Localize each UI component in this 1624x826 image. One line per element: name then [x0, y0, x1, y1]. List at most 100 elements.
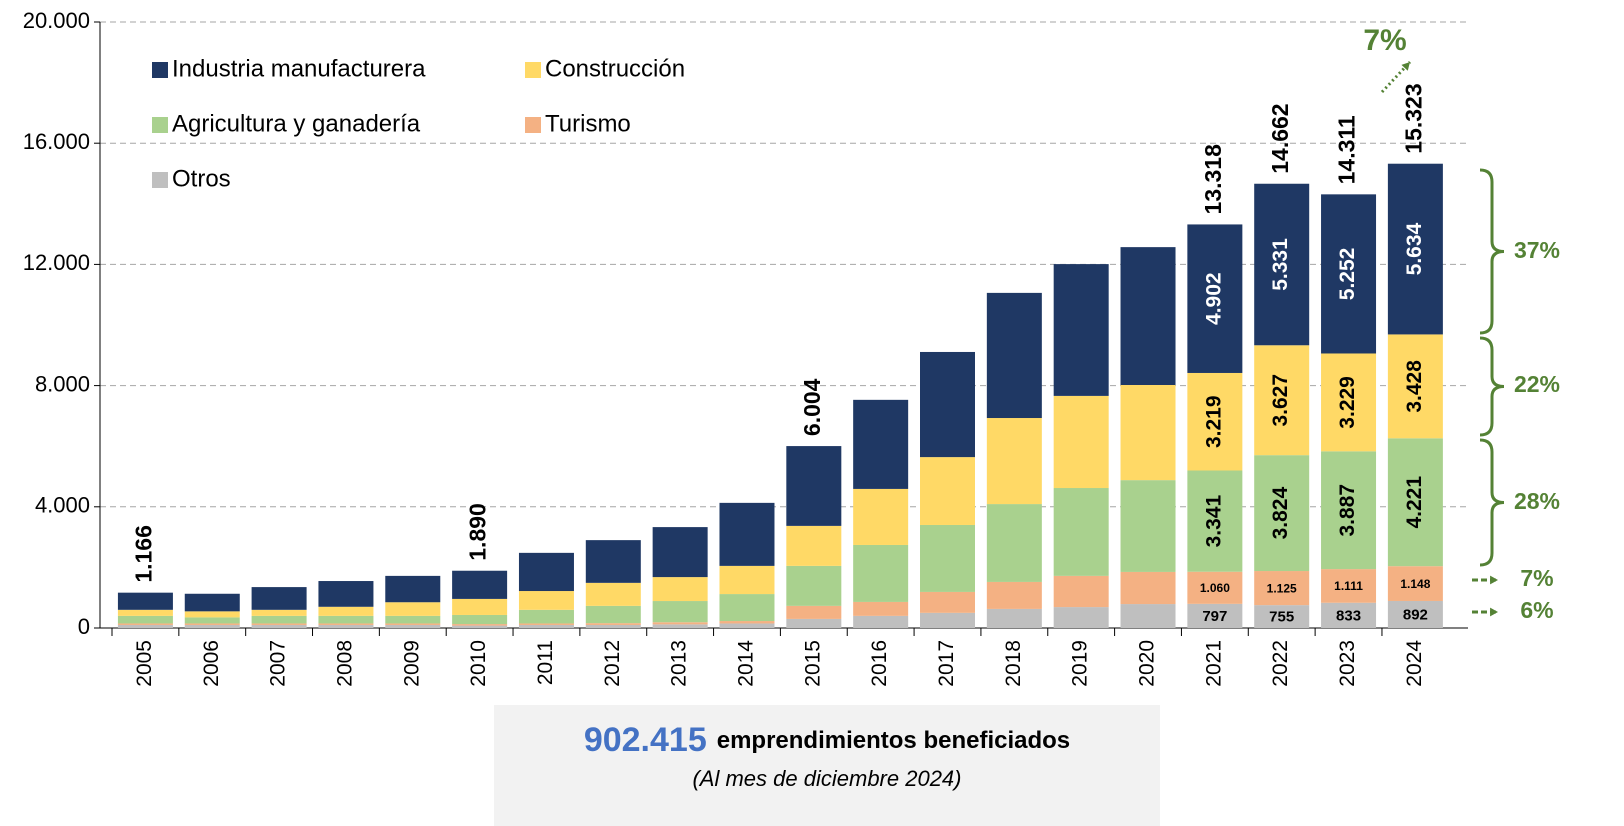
- bar-segment: [118, 593, 173, 610]
- bar-segment: [653, 601, 708, 622]
- bar-segment: [920, 352, 975, 457]
- total-label: 1.166: [130, 525, 156, 583]
- arrow-head: [1490, 608, 1498, 617]
- bar-segment: [452, 599, 507, 615]
- y-tick-label: 0: [78, 614, 90, 639]
- value-label: 3.824: [1269, 487, 1292, 540]
- y-tick-label: 20.000: [23, 8, 90, 33]
- legend-swatch: [525, 117, 541, 133]
- x-tick-label: 2022: [1269, 640, 1292, 687]
- bar-segment: [1121, 572, 1176, 604]
- value-label: 1.125: [1267, 581, 1297, 595]
- bar-segment: [519, 591, 574, 610]
- bar-segment: [185, 611, 240, 617]
- bar-segment: [653, 622, 708, 624]
- bar-segment: [1054, 607, 1109, 628]
- bar-segment: [318, 623, 373, 625]
- bar-segment: [318, 625, 373, 628]
- x-tick-label: 2016: [868, 640, 891, 687]
- x-tick-label: 2023: [1336, 640, 1359, 687]
- bar-segment: [452, 626, 507, 628]
- x-tick-label: 2015: [801, 640, 824, 687]
- bar-segment: [987, 582, 1042, 609]
- bar-segment: [853, 616, 908, 628]
- bar-segment: [987, 504, 1042, 582]
- y-tick-label: 12.000: [23, 250, 90, 275]
- bar-segment: [586, 606, 641, 623]
- total-label: 6.004: [799, 378, 825, 436]
- x-tick-label: 2011: [534, 640, 557, 685]
- bar-segment: [586, 623, 641, 625]
- bar-segment: [118, 616, 173, 624]
- bar-segment: [719, 594, 774, 621]
- bar-segment: [252, 587, 307, 610]
- bar-segment: [920, 525, 975, 592]
- y-tick-label: 16.000: [23, 129, 90, 154]
- brace: [1480, 170, 1504, 333]
- value-label: 3.428: [1403, 360, 1426, 413]
- bar-segment: [519, 623, 574, 625]
- x-tick-label: 2010: [467, 640, 490, 687]
- bar-segment: [586, 583, 641, 606]
- bar-segment: [452, 624, 507, 626]
- annotation: 22%: [1514, 371, 1560, 397]
- value-label: 3.229: [1336, 376, 1359, 429]
- annotation: 7%: [1520, 565, 1553, 591]
- bar-segment: [653, 527, 708, 577]
- value-label: 797: [1202, 608, 1227, 625]
- bar-segment: [452, 615, 507, 624]
- value-label: 3.887: [1336, 484, 1359, 537]
- bar-segment: [653, 624, 708, 628]
- footer-note: (Al mes de diciembre 2024): [692, 766, 961, 791]
- value-label: 3.219: [1202, 395, 1225, 448]
- bar-segment: [920, 457, 975, 525]
- bar-segment: [519, 553, 574, 591]
- x-tick-label: 2009: [400, 640, 423, 687]
- x-tick-label: 2012: [601, 640, 624, 687]
- total-label: 14.662: [1267, 103, 1293, 173]
- brace: [1480, 440, 1504, 565]
- legend-label: Otros: [172, 165, 231, 192]
- value-label: 1.111: [1334, 579, 1363, 593]
- bar-segment: [786, 446, 841, 526]
- annotation: 37%: [1514, 237, 1560, 263]
- value-label: 755: [1269, 609, 1294, 626]
- value-label: 3.627: [1269, 374, 1292, 427]
- bar-segment: [318, 607, 373, 616]
- bar-segment: [385, 576, 440, 602]
- x-tick-label: 2017: [935, 640, 958, 687]
- legend-swatch: [525, 62, 541, 78]
- bar-segment: [786, 606, 841, 619]
- annotation: 6%: [1520, 597, 1553, 623]
- bar-segment: [987, 418, 1042, 504]
- x-tick-label: 2020: [1136, 640, 1159, 687]
- bar-segment: [519, 625, 574, 628]
- bar-segment: [185, 623, 240, 625]
- bar-segment: [318, 616, 373, 624]
- bar-segment: [653, 577, 708, 601]
- y-tick-label: 8.000: [35, 371, 90, 396]
- bar-segment: [586, 625, 641, 628]
- legend-label: Turismo: [545, 110, 631, 137]
- bar-segment: [385, 623, 440, 625]
- bar-segment: [1054, 396, 1109, 488]
- bar-segment: [385, 616, 440, 624]
- bar-segment: [1054, 264, 1109, 396]
- bar-segment: [185, 617, 240, 623]
- bar-segment: [252, 625, 307, 628]
- legend-label: Agricultura y ganadería: [172, 110, 421, 137]
- x-tick-label: 2006: [200, 640, 223, 687]
- bar-segment: [920, 613, 975, 628]
- bar-segment: [786, 566, 841, 606]
- value-label: 5.331: [1269, 238, 1292, 291]
- bar-segment: [1121, 604, 1176, 628]
- bar-segment: [252, 623, 307, 625]
- bar-segment: [385, 625, 440, 628]
- bar-segment: [185, 594, 240, 612]
- value-label: 833: [1336, 607, 1361, 624]
- total-label: 14.311: [1334, 115, 1360, 184]
- x-tick-label: 2019: [1069, 640, 1092, 687]
- legend-label: Industria manufacturera: [172, 55, 426, 82]
- bar-segment: [252, 610, 307, 616]
- total-label: 1.890: [465, 503, 491, 561]
